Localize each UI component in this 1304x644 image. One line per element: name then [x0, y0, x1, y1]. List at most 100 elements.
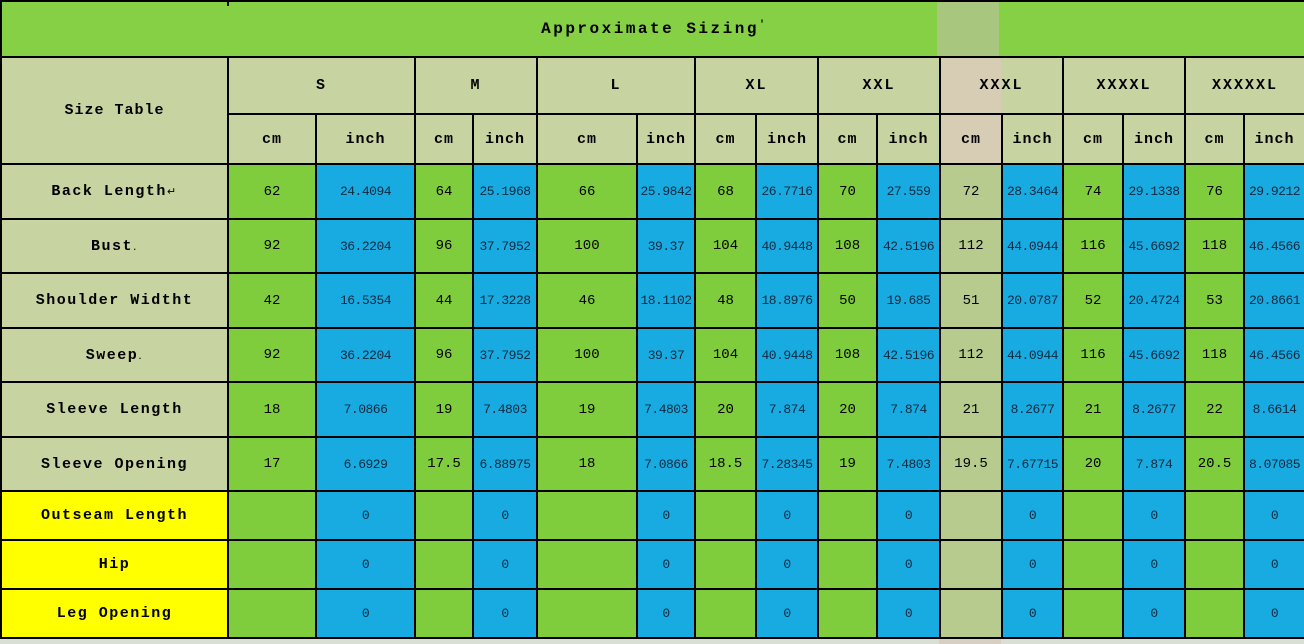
- table-title-text: Approximate Sizing: [541, 20, 759, 38]
- cell-sweep-m-inch: 37.7952: [472, 327, 538, 383]
- unit-header-xxxxxl-inch: inch: [1242, 113, 1304, 165]
- cell-hip-xl-cm: [694, 539, 757, 590]
- cell-sleeve-length-l-cm: 19: [536, 381, 638, 438]
- cell-leg-opening-xxxxl-cm: [1062, 588, 1124, 639]
- cell-hip-xxl-inch: 0: [876, 539, 941, 590]
- cell-sweep-xxxxxl-cm: 118: [1184, 327, 1245, 383]
- cell-hip-xxxxl-cm: [1062, 539, 1124, 590]
- cell-back-length-xxxxl-inch: 29.1338: [1122, 163, 1186, 220]
- cell-sleeve-length-m-cm: 19: [414, 381, 474, 438]
- cell-sleeve-opening-l-cm: 18: [536, 436, 638, 492]
- row-label-text-outseam-length: Outseam Length: [40, 507, 189, 524]
- cell-leg-opening-xxl-cm: [817, 588, 878, 639]
- cell-hip-xxxl-inch: 0: [1001, 539, 1064, 590]
- cell-outseam-length-s-cm: [227, 490, 317, 541]
- row-label-text-hip: Hip: [98, 556, 131, 573]
- cell-sleeve-opening-s-cm: 17: [227, 436, 317, 492]
- row-label-sleeve-length: Sleeve Length: [0, 381, 229, 438]
- cell-sleeve-length-xxl-inch: 7.874: [876, 381, 941, 438]
- cell-outseam-length-xxl-inch: 0: [876, 490, 941, 541]
- cell-bust-l-cm: 100: [536, 218, 638, 274]
- cell-leg-opening-xxxl-cm: [939, 588, 1003, 639]
- cell-sleeve-length-xxxl-inch: 8.2677: [1001, 381, 1064, 438]
- cell-hip-m-cm: [414, 539, 474, 590]
- cell-sleeve-length-l-inch: 7.4803: [636, 381, 696, 438]
- cell-bust-xxl-inch: 42.5196: [876, 218, 941, 274]
- cell-back-length-l-inch: 25.9842: [636, 163, 696, 220]
- cell-bust-xl-cm: 104: [694, 218, 757, 274]
- cell-outseam-length-xxxl-cm: [939, 490, 1003, 541]
- unit-header-s-inch: inch: [315, 113, 416, 165]
- cell-sleeve-length-xxxxxl-cm: 22: [1184, 381, 1245, 438]
- cell-leg-opening-xxl-inch: 0: [876, 588, 941, 639]
- cell-bust-xxl-cm: 108: [817, 218, 878, 274]
- cell-sleeve-length-s-cm: 18: [227, 381, 317, 438]
- cell-outseam-length-xxxxxl-cm: [1184, 490, 1245, 541]
- cell-sleeve-length-xxxl-cm: 21: [939, 381, 1003, 438]
- cell-hip-s-cm: [227, 539, 317, 590]
- row-label-suffix-sweep: .: [138, 348, 144, 362]
- cell-sweep-xxxl-cm: 112: [939, 327, 1003, 383]
- cell-hip-s-inch: 0: [315, 539, 416, 590]
- size-header-xl: XL: [694, 56, 819, 115]
- cell-outseam-length-xxxxl-inch: 0: [1122, 490, 1186, 541]
- cell-back-length-m-inch: 25.1968: [472, 163, 538, 220]
- row-label-suffix-bust: .: [133, 239, 138, 253]
- cell-shoulder-widtht-xxl-inch: 19.685: [876, 272, 941, 329]
- cell-sleeve-length-xxxxl-inch: 8.2677: [1122, 381, 1186, 438]
- cell-sweep-xxl-cm: 108: [817, 327, 878, 383]
- cell-leg-opening-xxxxl-inch: 0: [1122, 588, 1186, 639]
- cell-leg-opening-xxxxxl-inch: 0: [1242, 588, 1304, 639]
- size-header-s: S: [227, 56, 416, 115]
- cell-shoulder-widtht-s-cm: 42: [227, 272, 317, 329]
- size-header-xxxxl: XXXXL: [1062, 56, 1186, 115]
- cell-outseam-length-xxl-cm: [817, 490, 878, 541]
- cell-leg-opening-xl-inch: 0: [755, 588, 819, 639]
- unit-header-xxxxl-cm: cm: [1062, 113, 1124, 165]
- cell-back-length-xxxl-inch: 28.3464: [1001, 163, 1064, 220]
- cell-shoulder-widtht-s-inch: 16.5354: [315, 272, 416, 329]
- cell-back-length-xxxxxl-inch: 29.9212: [1242, 163, 1304, 220]
- cell-leg-opening-m-cm: [414, 588, 474, 639]
- cell-shoulder-widtht-xxxxl-inch: 20.4724: [1122, 272, 1186, 329]
- cell-sleeve-opening-xl-cm: 18.5: [694, 436, 757, 492]
- cell-sweep-xxxxl-cm: 116: [1062, 327, 1124, 383]
- row-label-text-sleeve-opening: Sleeve Opening: [40, 455, 189, 473]
- row-label-text-leg-opening: Leg Opening: [56, 605, 173, 622]
- top-border-tick: [227, 0, 229, 6]
- cell-leg-opening-l-inch: 0: [636, 588, 696, 639]
- cell-sweep-xxxl-inch: 44.0944: [1001, 327, 1064, 383]
- cell-sleeve-opening-xxxxxl-inch: 8.07085: [1242, 436, 1304, 492]
- cell-leg-opening-xl-cm: [694, 588, 757, 639]
- cell-sleeve-length-m-inch: 7.4803: [472, 381, 538, 438]
- cell-shoulder-widtht-xxxxxl-inch: 20.8661: [1242, 272, 1304, 329]
- cell-sweep-xxxxxl-inch: 46.4566: [1242, 327, 1304, 383]
- cell-outseam-length-m-cm: [414, 490, 474, 541]
- cell-bust-m-inch: 37.7952: [472, 218, 538, 274]
- cell-sweep-m-cm: 96: [414, 327, 474, 383]
- cell-back-length-xxl-cm: 70: [817, 163, 878, 220]
- cell-bust-m-cm: 96: [414, 218, 474, 274]
- cell-sweep-s-cm: 92: [227, 327, 317, 383]
- cell-sleeve-length-xxxxxl-inch: 8.6614: [1242, 381, 1304, 438]
- row-label-leg-opening: Leg Opening: [0, 588, 229, 639]
- cell-sweep-s-inch: 36.2204: [315, 327, 416, 383]
- cell-shoulder-widtht-m-inch: 17.3228: [472, 272, 538, 329]
- row-label-suffix-back-length: ↵: [166, 185, 178, 198]
- cell-back-length-s-inch: 24.4094: [315, 163, 416, 220]
- cell-sleeve-opening-s-inch: 6.6929: [315, 436, 416, 492]
- cell-outseam-length-m-inch: 0: [472, 490, 538, 541]
- cell-leg-opening-m-inch: 0: [472, 588, 538, 639]
- cell-sweep-xl-inch: 40.9448: [755, 327, 819, 383]
- cell-bust-xxxxl-cm: 116: [1062, 218, 1124, 274]
- row-label-text-sleeve-length: Sleeve Length: [46, 401, 183, 418]
- cell-bust-xxxxxl-inch: 46.4566: [1242, 218, 1304, 274]
- cell-sleeve-opening-xxxl-cm: 19.5: [939, 436, 1003, 492]
- cell-bust-xxxl-inch: 44.0944: [1001, 218, 1064, 274]
- cell-bust-xxxxxl-cm: 118: [1184, 218, 1245, 274]
- cell-shoulder-widtht-l-cm: 46: [536, 272, 638, 329]
- cell-back-length-xl-cm: 68: [694, 163, 757, 220]
- unit-header-s-cm: cm: [227, 113, 317, 165]
- cell-outseam-length-xxxl-inch: 0: [1001, 490, 1064, 541]
- cell-leg-opening-l-cm: [536, 588, 638, 639]
